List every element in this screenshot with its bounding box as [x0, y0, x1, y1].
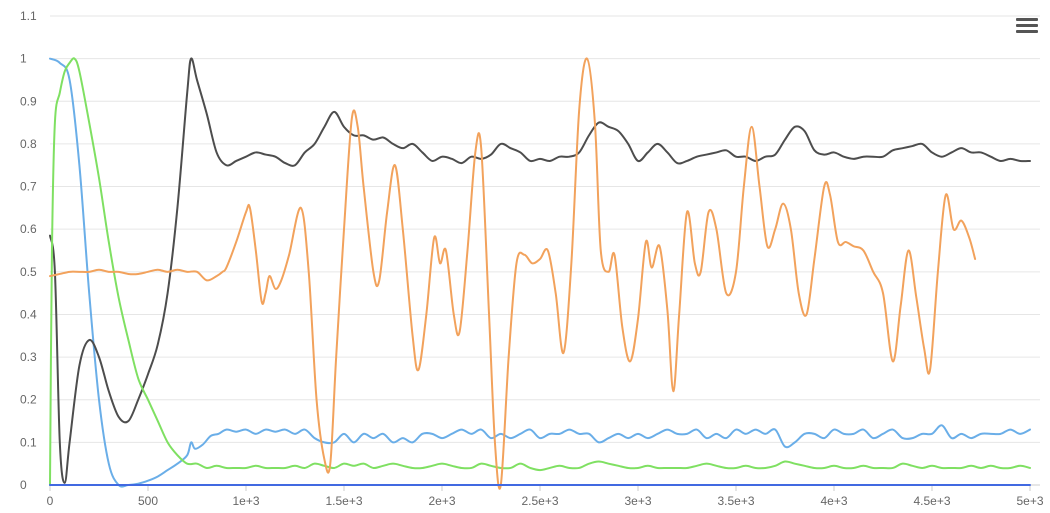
- y-tick-label: 0.4: [20, 307, 37, 321]
- x-tick-label: 5e+3: [1016, 494, 1043, 508]
- menu-bar: [1016, 18, 1038, 21]
- x-tick-label: 500: [138, 494, 158, 508]
- y-tick-label: 0.2: [20, 393, 37, 407]
- x-tick-label: 0: [47, 494, 54, 508]
- y-axis-tick-labels: 0 0.1 0.2 0.3 0.4 0.5 0.6 0.7 0.8 0.9 1 1.1: [20, 9, 37, 492]
- x-tick-label: 3.5e+3: [717, 494, 754, 508]
- y-tick-label: 0.5: [20, 265, 37, 279]
- y-tick-label: 1.1: [20, 9, 37, 23]
- y-tick-label: 0.6: [20, 222, 37, 236]
- series-line-4: [49, 57, 977, 490]
- series-line-2: [49, 57, 1031, 484]
- menu-bar: [1016, 30, 1038, 33]
- y-tick-label: 0.8: [20, 137, 37, 151]
- x-tick-label: 2.5e+3: [521, 494, 558, 508]
- menu-bar: [1016, 24, 1038, 27]
- chart-menu-icon[interactable]: [1016, 18, 1038, 36]
- x-axis-tick-labels: 0 500 1e+3 1.5e+3 2e+3 2.5e+3 3e+3 3.5e+3 4e+3 4.…: [47, 494, 1044, 508]
- series-line-3: [49, 57, 1031, 486]
- x-tick-label: 3e+3: [624, 494, 651, 508]
- y-tick-label: 1: [20, 52, 27, 66]
- y-tick-label: 0.9: [20, 94, 37, 108]
- series-line-1: [49, 57, 1031, 488]
- x-tick-label: 1.5e+3: [325, 494, 362, 508]
- y-tick-label: 0.3: [20, 350, 37, 364]
- grid-lines: [50, 15, 1040, 443]
- x-tick-label: 4e+3: [820, 494, 847, 508]
- x-tick-label: 4.5e+3: [913, 494, 950, 508]
- y-tick-label: 0.7: [20, 180, 37, 194]
- y-tick-label: 0.1: [20, 435, 37, 449]
- x-tick-label: 2e+3: [428, 494, 455, 508]
- series-lines: [49, 57, 1031, 490]
- y-tick-label: 0: [20, 478, 27, 492]
- x-tick-label: 1e+3: [232, 494, 259, 508]
